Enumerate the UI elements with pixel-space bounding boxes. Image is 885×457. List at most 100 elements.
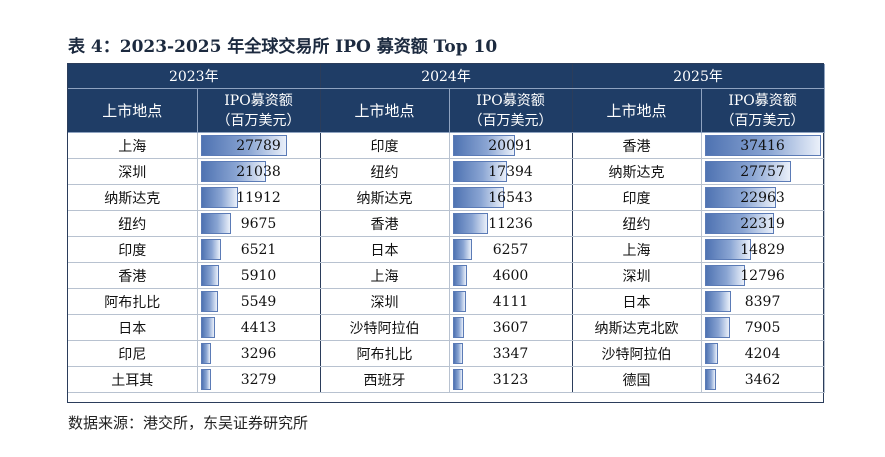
data-bar xyxy=(704,317,730,338)
value-number: 3347 xyxy=(492,345,529,362)
location-cell-2025: 纳斯达克 xyxy=(572,158,702,185)
value-number: 27757 xyxy=(740,163,785,180)
value-number: 9675 xyxy=(240,215,277,232)
data-bar xyxy=(200,161,266,182)
value-cell-2025: 37416 xyxy=(701,132,825,159)
data-bar xyxy=(452,369,463,390)
location-cell-2024: 阿布扎比 xyxy=(320,340,450,367)
table-row: 深圳 21038 纽约 17394 纳斯达克 27757 xyxy=(68,158,825,185)
value-number: 14829 xyxy=(740,241,785,258)
table-row: 印度 6521 日本 6257 上海 14829 xyxy=(68,236,825,263)
data-bar xyxy=(704,135,821,156)
value-cell-2024: 20091 xyxy=(449,132,573,159)
data-bar xyxy=(200,265,219,286)
data-bar xyxy=(704,187,776,208)
location-header: 上市地点 xyxy=(320,88,450,133)
value-number: 27789 xyxy=(236,137,281,154)
data-bar xyxy=(200,135,287,156)
value-cell-2025: 22319 xyxy=(701,210,825,237)
value-cell-2025: 27757 xyxy=(701,158,825,185)
data-bar xyxy=(452,239,472,260)
value-cell-2023: 3279 xyxy=(197,366,321,393)
location-cell-2024: 沙特阿拉伯 xyxy=(320,314,450,341)
data-bar xyxy=(200,343,211,364)
value-cell-2023: 27789 xyxy=(197,132,321,159)
data-bar xyxy=(704,213,774,234)
value-number: 4413 xyxy=(240,319,277,336)
value-header-line2: （百万美元） xyxy=(720,112,805,129)
data-bar xyxy=(704,343,718,364)
data-bar xyxy=(452,135,515,156)
location-header: 上市地点 xyxy=(572,88,702,133)
value-cell-2025: 4204 xyxy=(701,340,825,367)
value-number: 4204 xyxy=(744,345,781,362)
value-number: 20091 xyxy=(488,137,533,154)
value-cell-2024: 4600 xyxy=(449,262,573,289)
data-bar xyxy=(200,187,238,208)
value-header-line1: IPO募资额 xyxy=(728,92,797,109)
location-cell-2023: 印度 xyxy=(68,236,198,263)
data-bar xyxy=(704,369,716,390)
location-cell-2024: 日本 xyxy=(320,236,450,263)
value-cell-2024: 16543 xyxy=(449,184,573,211)
column-header-row: 上市地点 IPO募资额 （百万美元） 上市地点 IPO募资额 （百万美元） 上市… xyxy=(68,88,825,133)
data-bar xyxy=(704,265,745,286)
value-cell-2023: 4413 xyxy=(197,314,321,341)
value-cell-2024: 4111 xyxy=(449,288,573,315)
data-bar xyxy=(452,343,463,364)
location-cell-2024: 上海 xyxy=(320,262,450,289)
value-cell-2025: 12796 xyxy=(701,262,825,289)
value-cell-2025: 7905 xyxy=(701,314,825,341)
value-number: 5549 xyxy=(240,293,277,310)
value-cell-2024: 3123 xyxy=(449,366,573,393)
data-bar xyxy=(200,291,218,312)
value-cell-2023: 3296 xyxy=(197,340,321,367)
value-header-line1: IPO募资额 xyxy=(476,92,545,109)
ipo-table: 2023年 2024年 2025年 上市地点 IPO募资额 （百万美元） 上市地… xyxy=(68,64,825,393)
table-row: 日本 4413 沙特阿拉伯 3607 纳斯达克北欧 7905 xyxy=(68,314,825,341)
value-number: 3123 xyxy=(492,371,529,388)
location-cell-2025: 深圳 xyxy=(572,262,702,289)
location-cell-2024: 西班牙 xyxy=(320,366,450,393)
table-row: 印尼 3296 阿布扎比 3347 沙特阿拉伯 4204 xyxy=(68,340,825,367)
value-header: IPO募资额 （百万美元） xyxy=(197,88,321,133)
data-bar xyxy=(200,239,221,260)
value-number: 6521 xyxy=(240,241,277,258)
location-cell-2023: 日本 xyxy=(68,314,198,341)
value-number: 22319 xyxy=(740,215,785,232)
location-cell-2024: 印度 xyxy=(320,132,450,159)
value-number: 16543 xyxy=(488,189,533,206)
table-row: 上海 27789 印度 20091 香港 37416 xyxy=(68,132,825,159)
table-row: 阿布扎比 5549 深圳 4111 日本 8397 xyxy=(68,288,825,315)
location-cell-2023: 阿布扎比 xyxy=(68,288,198,315)
location-cell-2023: 纽约 xyxy=(68,210,198,237)
value-cell-2025: 14829 xyxy=(701,236,825,263)
value-header-line2: （百万美元） xyxy=(468,112,553,129)
location-cell-2023: 土耳其 xyxy=(68,366,198,393)
value-number: 12796 xyxy=(740,267,785,284)
location-cell-2024: 香港 xyxy=(320,210,450,237)
value-number: 17394 xyxy=(488,163,533,180)
location-cell-2023: 印尼 xyxy=(68,340,198,367)
value-cell-2024: 3347 xyxy=(449,340,573,367)
value-cell-2023: 5549 xyxy=(197,288,321,315)
value-cell-2023: 9675 xyxy=(197,210,321,237)
value-number: 8397 xyxy=(744,293,781,310)
value-number: 37416 xyxy=(740,137,785,154)
table-row: 香港 5910 上海 4600 深圳 12796 xyxy=(68,262,825,289)
location-cell-2023: 纳斯达克 xyxy=(68,184,198,211)
value-number: 11236 xyxy=(488,215,533,232)
value-cell-2024: 11236 xyxy=(449,210,573,237)
year-header-2024: 2024年 xyxy=(320,64,573,89)
table-row: 纽约 9675 香港 11236 纽约 22319 xyxy=(68,210,825,237)
value-number: 5910 xyxy=(240,267,277,284)
location-cell-2024: 纳斯达克 xyxy=(320,184,450,211)
source-note: 数据来源：港交所，东吴证券研究所 xyxy=(68,414,309,432)
value-cell-2023: 5910 xyxy=(197,262,321,289)
value-cell-2024: 3607 xyxy=(449,314,573,341)
value-header-line2: （百万美元） xyxy=(216,112,301,129)
value-header: IPO募资额 （百万美元） xyxy=(449,88,573,133)
data-bar xyxy=(704,291,731,312)
value-number: 22963 xyxy=(740,189,785,206)
value-number: 7905 xyxy=(744,319,781,336)
